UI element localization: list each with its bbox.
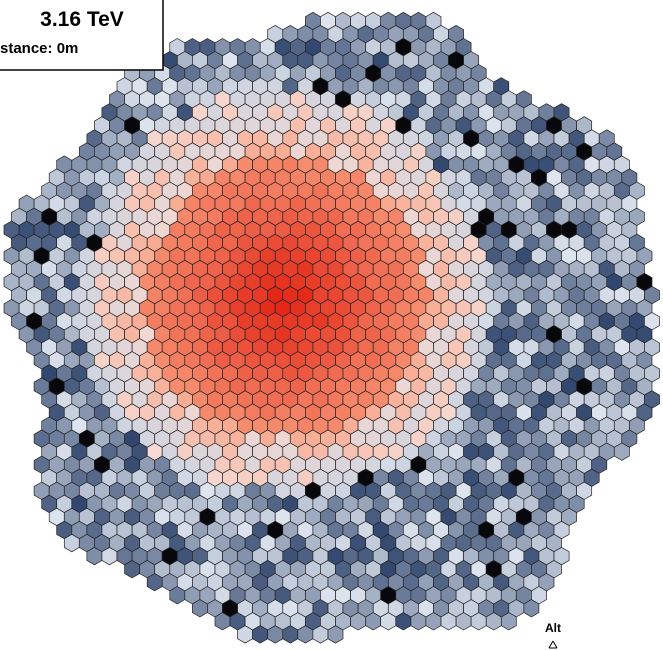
camera-pixel xyxy=(328,626,343,643)
camera-pixel xyxy=(238,626,253,643)
camera-pixel xyxy=(524,600,539,617)
camera-pixel xyxy=(283,626,298,643)
pixel-grid xyxy=(4,12,660,643)
alt-label: Alt xyxy=(545,621,561,635)
distance-label: stance: 0m xyxy=(0,40,78,57)
camera-pixel xyxy=(147,574,162,591)
compass-arrow xyxy=(549,641,557,648)
energy-label: 3.16 TeV xyxy=(40,8,124,31)
camera-display: 3.16 TeV stance: 0m Alt xyxy=(0,0,663,650)
camera-pixel xyxy=(192,600,207,617)
camera-pixel xyxy=(87,547,102,564)
